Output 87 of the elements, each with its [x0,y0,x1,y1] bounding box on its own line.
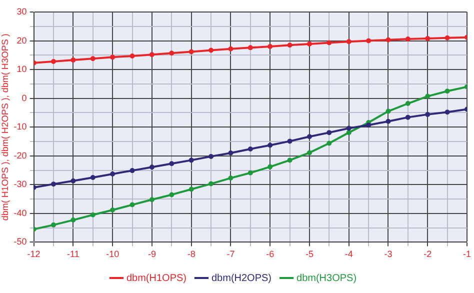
point [70,58,76,63]
point [130,202,135,208]
x-tick-label: -3 [384,249,392,260]
point [405,101,410,106]
point [208,181,214,186]
point [405,114,410,120]
point [169,161,174,166]
x-tick-label: -10 [106,249,120,260]
point [149,52,154,58]
point [306,41,312,46]
point [386,118,391,124]
point [346,130,352,136]
point [346,39,352,44]
point [51,222,56,228]
point [386,37,391,42]
legend-label: dbm(H2OPS) [211,272,272,284]
point [366,38,372,44]
x-tick-label: -11 [67,249,80,260]
x-tick-label: -12 [27,249,40,260]
point [110,207,116,212]
y-tick-label: -30 [14,179,27,190]
y-tick-label: -20 [14,150,27,160]
point [70,178,76,184]
point [208,48,214,53]
y-tick-label: -50 [14,236,27,247]
x-tick-label: -9 [148,249,156,260]
point [346,126,352,131]
point [90,56,96,62]
point [188,49,194,54]
y-tick-label: -40 [14,208,27,218]
point [287,138,292,144]
y-tick-label: 20 [16,35,27,46]
point [149,164,154,170]
point [425,112,430,117]
point [326,40,332,46]
x-tick-label: -8 [187,249,196,260]
point [248,170,253,176]
x-tick-label: -4 [344,249,353,260]
point [306,134,312,140]
point [90,212,96,218]
x-tick-label: -5 [305,249,314,260]
point [169,50,174,56]
point [444,88,450,94]
point [248,146,253,152]
point [425,36,430,41]
y-tick-label: 30 [16,6,27,16]
point [306,150,312,156]
point [110,54,116,60]
point [130,168,135,174]
point [268,142,273,148]
point [386,108,391,114]
y-tick-label: -10 [14,122,27,132]
point [248,45,253,50]
point [326,140,332,146]
point [287,42,292,48]
y-axis-title: dbm( H1OPS ), dbm( H2OPS ), dbm( H3OPS ) [0,34,10,221]
point [149,197,154,202]
point [268,164,273,170]
point [405,36,410,42]
y-tick-label: 0 [22,92,27,103]
point [366,122,372,128]
y-tick-label: 10 [16,64,27,74]
x-tick-label: -6 [266,249,274,260]
point [51,182,56,187]
legend-label: dbm(H1OPS) [126,272,186,284]
point [425,94,430,99]
point [444,35,450,40]
point [110,172,116,177]
point [169,192,174,198]
point [287,158,292,163]
point [444,110,450,115]
point [208,154,214,159]
point [70,218,76,223]
point [228,176,234,181]
point [228,150,234,156]
point [228,46,234,52]
point [268,44,273,50]
point [90,174,96,180]
x-tick-label: -7 [226,249,235,260]
point [326,130,332,136]
x-tick-label: -1 [462,249,472,260]
legend-label: dbm(H3OPS) [296,272,357,284]
point [188,158,194,163]
point [188,186,194,192]
x-tick-label: -2 [424,249,432,260]
point [130,54,135,59]
point [51,58,56,64]
